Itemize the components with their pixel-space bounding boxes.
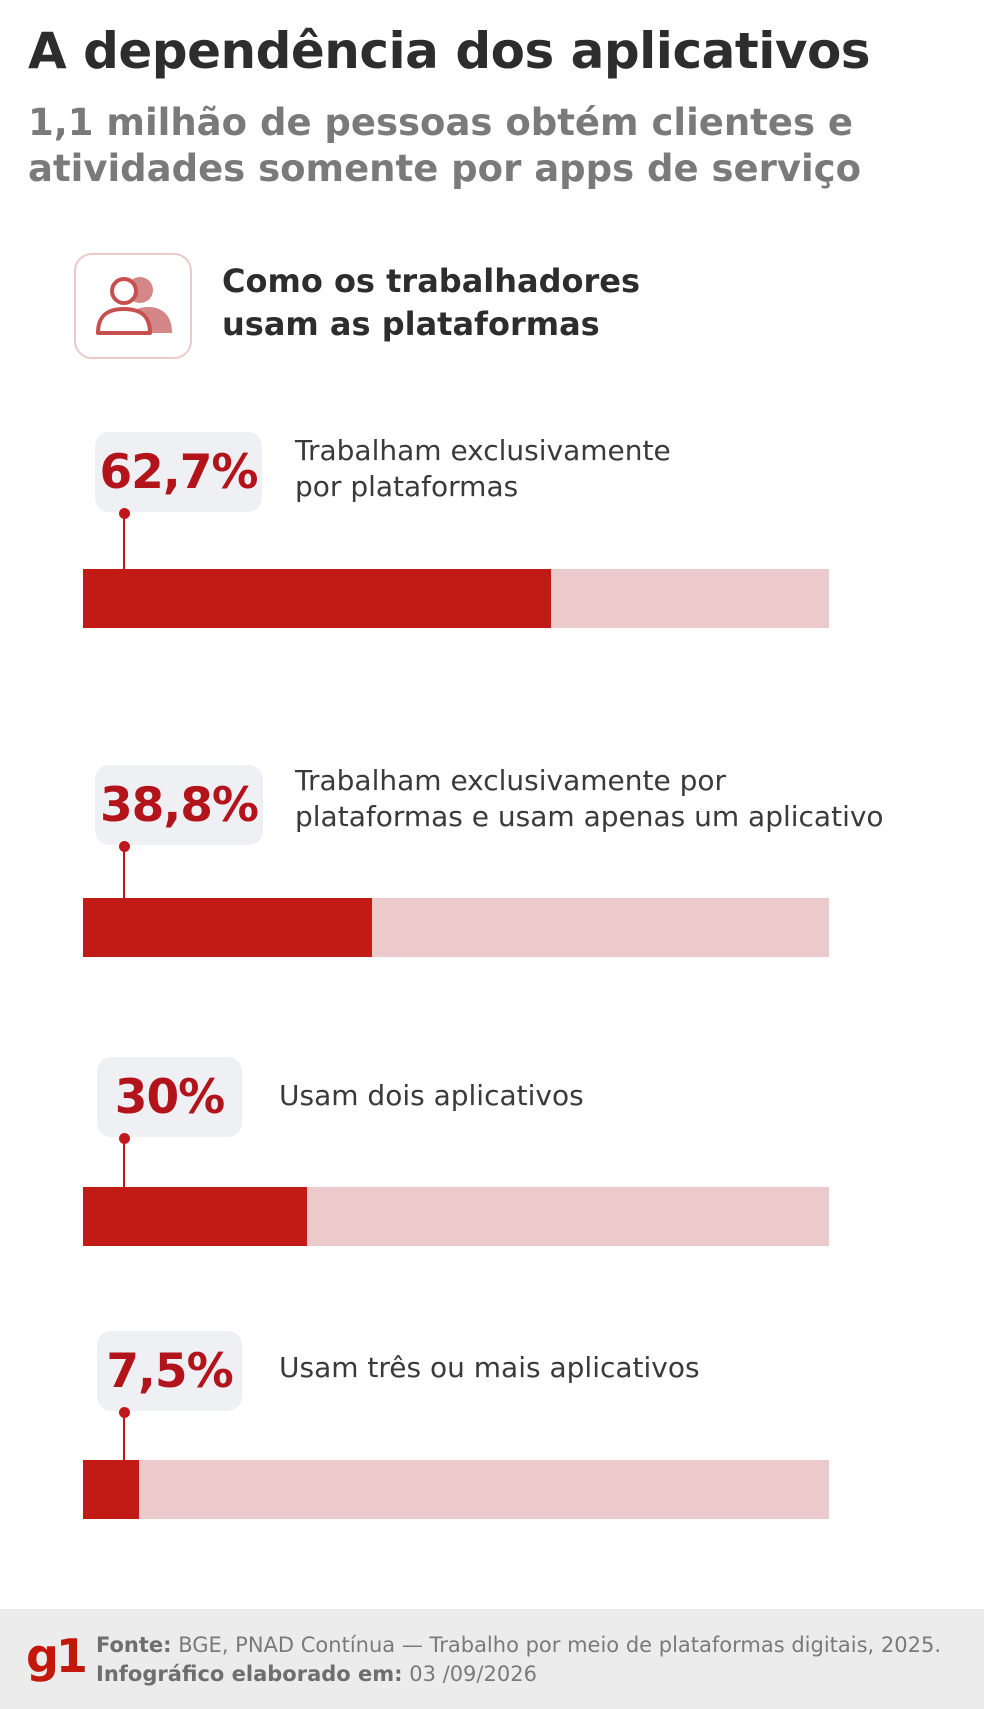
source-line: Fonte: BGE, PNAD Contínua — Trabalho por… xyxy=(96,1633,941,1657)
section-title-line-1: Como os trabalhadores xyxy=(222,262,641,300)
source-label: Fonte: xyxy=(96,1633,172,1657)
pin-dot xyxy=(119,508,130,519)
category-label-line: Usam três ou mais aplicativos xyxy=(279,1351,700,1384)
people-icon xyxy=(96,277,172,335)
pin-line xyxy=(123,849,125,898)
pin-dot xyxy=(119,841,130,852)
section-icon-box xyxy=(74,253,192,359)
source-text: BGE, PNAD Contínua — Trabalho por meio d… xyxy=(178,1633,942,1657)
value-badge: 30% xyxy=(97,1057,242,1137)
date-label: Infográfico elaborado em: xyxy=(96,1662,403,1686)
bar-fill xyxy=(83,898,372,957)
category-label: Usam dois aplicativos xyxy=(279,1078,584,1114)
date-text: 03 /09/2026 xyxy=(409,1662,537,1686)
g1-logo: g1 xyxy=(26,1629,88,1683)
category-label-line: plataformas e usam apenas um aplicativo xyxy=(295,800,884,833)
bar-fill xyxy=(83,1187,307,1246)
value-badge: 7,5% xyxy=(97,1331,242,1411)
category-label-line: Trabalham exclusivamente xyxy=(295,434,671,467)
section-title: Como os trabalhadores usam as plataforma… xyxy=(222,260,640,346)
category-label-line: Usam dois aplicativos xyxy=(279,1079,584,1112)
pin-line xyxy=(123,1415,125,1460)
bar-fill xyxy=(83,569,551,628)
bar-fill xyxy=(83,1460,139,1519)
page-title: A dependência dos aplicativos xyxy=(28,22,871,80)
bar-track xyxy=(83,1460,829,1519)
bar-track xyxy=(83,1187,829,1246)
section-title-line-2: usam as plataformas xyxy=(222,305,600,343)
date-line: Infográfico elaborado em: 03 /09/2026 xyxy=(96,1662,537,1686)
category-label: Usam três ou mais aplicativos xyxy=(279,1350,700,1386)
page-subtitle: 1,1 milhão de pessoas obtém clientes e a… xyxy=(28,101,862,190)
bar-track xyxy=(83,569,829,628)
category-label-line: Trabalham exclusivamente por xyxy=(295,764,727,797)
bar-track xyxy=(83,898,829,957)
value-badge: 38,8% xyxy=(95,765,263,845)
category-label: Trabalham exclusivamente por plataformas … xyxy=(295,763,884,835)
pin-line xyxy=(123,516,125,569)
category-label: Trabalham exclusivamente por plataformas xyxy=(295,433,671,505)
pin-line xyxy=(123,1141,125,1187)
footer: g1 Fonte: BGE, PNAD Contínua — Trabalho … xyxy=(0,1609,984,1709)
pin-dot xyxy=(119,1407,130,1418)
pin-dot xyxy=(119,1133,130,1144)
value-badge: 62,7% xyxy=(95,432,262,512)
category-label-line: por plataformas xyxy=(295,470,519,503)
